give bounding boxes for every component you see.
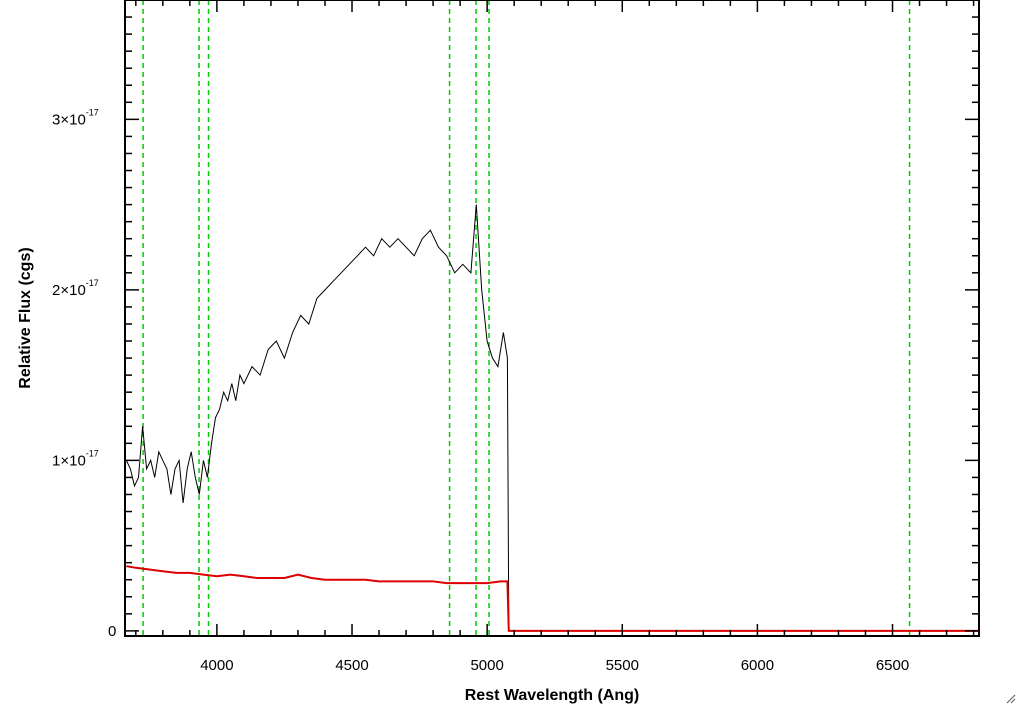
y-tick-label: 1×10-17 xyxy=(52,448,99,469)
x-tick-label: 6500 xyxy=(876,657,909,674)
y-tick-labels: 0 1×10-17 2×10-17 3×10-17 xyxy=(52,107,116,640)
plot-frame xyxy=(124,0,980,637)
series-line-1 xyxy=(126,565,979,632)
y-tick-label: 3×10-17 xyxy=(52,107,99,128)
x-tick-label: 4000 xyxy=(200,657,233,674)
resize-grip-icon[interactable] xyxy=(1006,694,1016,704)
spectrum-series xyxy=(125,204,979,632)
x-tick-label: 6000 xyxy=(741,657,774,674)
series-line-0 xyxy=(125,204,979,632)
x-tick-label: 4500 xyxy=(335,657,368,674)
x-tick-label: 5500 xyxy=(606,657,639,674)
y-axis-title: Relative Flux (cgs) xyxy=(17,247,34,388)
x-tick-labels: 4000 4500 5000 5500 6000 6500 xyxy=(200,657,909,674)
y-tick-label: 0 xyxy=(108,623,116,640)
axis-ticks xyxy=(125,0,979,636)
x-tick-label: 5000 xyxy=(470,657,503,674)
emission-line-markers xyxy=(142,0,911,636)
x-axis-title: Rest Wavelength (Ang) xyxy=(465,687,640,704)
y-tick-label: 2×10-17 xyxy=(52,278,99,299)
